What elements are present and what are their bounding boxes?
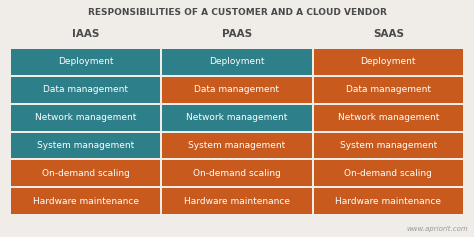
Bar [11, 49, 160, 75]
Text: RESPONSIBILITIES OF A CUSTOMER AND A CLOUD VENDOR: RESPONSIBILITIES OF A CUSTOMER AND A CLO… [88, 8, 386, 17]
Bar [11, 132, 160, 158]
Bar [314, 77, 463, 103]
Text: SAAS: SAAS [373, 29, 404, 39]
Bar [11, 160, 160, 186]
Text: Deployment: Deployment [209, 57, 265, 66]
Bar [314, 160, 463, 186]
Text: Network management: Network management [337, 113, 439, 122]
Bar [162, 49, 312, 75]
Text: Hardware maintenance: Hardware maintenance [33, 196, 139, 205]
Bar [162, 132, 312, 158]
Bar [314, 132, 463, 158]
Text: Network management: Network management [186, 113, 288, 122]
Bar [314, 188, 463, 214]
Text: On-demand scaling: On-demand scaling [193, 169, 281, 178]
Text: Data management: Data management [346, 85, 431, 94]
Bar [162, 105, 312, 131]
Bar [11, 105, 160, 131]
Bar [11, 188, 160, 214]
Text: Data management: Data management [194, 85, 280, 94]
Text: Data management: Data management [43, 85, 128, 94]
Text: Deployment: Deployment [361, 57, 416, 66]
Bar [162, 160, 312, 186]
Text: www.apriorit.com: www.apriorit.com [406, 226, 468, 232]
Text: System management: System management [37, 141, 134, 150]
Text: Hardware maintenance: Hardware maintenance [335, 196, 441, 205]
Bar [162, 188, 312, 214]
Text: On-demand scaling: On-demand scaling [345, 169, 432, 178]
Bar [314, 105, 463, 131]
Text: System management: System management [188, 141, 286, 150]
Text: PAAS: PAAS [222, 29, 252, 39]
Text: IAAS: IAAS [72, 29, 100, 39]
Text: Hardware maintenance: Hardware maintenance [184, 196, 290, 205]
Bar [162, 77, 312, 103]
Bar [314, 49, 463, 75]
Bar [11, 77, 160, 103]
Text: Deployment: Deployment [58, 57, 113, 66]
Text: Network management: Network management [35, 113, 137, 122]
Text: System management: System management [340, 141, 437, 150]
Text: On-demand scaling: On-demand scaling [42, 169, 129, 178]
